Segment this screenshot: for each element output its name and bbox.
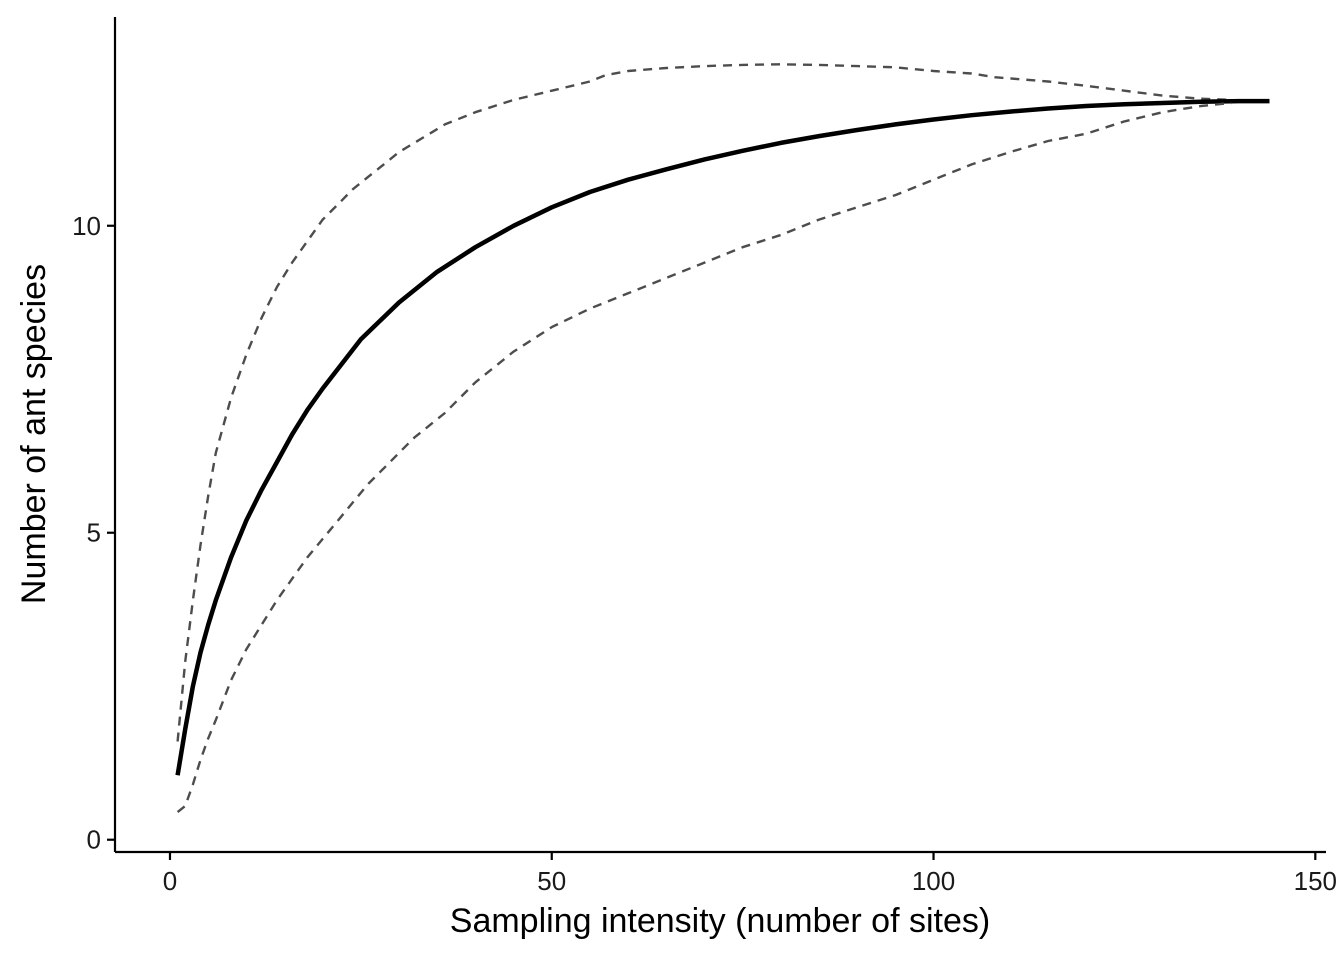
axes-layer: [113, 17, 1326, 854]
series-line-upper-bound: [176, 63, 1232, 742]
y-tick-label: 0: [87, 825, 101, 855]
x-axis-title: Sampling intensity (number of sites): [450, 902, 990, 940]
y-tick-label: 10: [72, 211, 101, 241]
x-tick-label: 150: [1294, 866, 1337, 896]
y-tick-label: 5: [87, 518, 101, 548]
x-tick-label: 50: [537, 866, 566, 896]
ticks-layer: 0 50 100 150 0 5 10: [72, 211, 1337, 896]
x-tick-label: 0: [163, 866, 177, 896]
series-line-lower-bound: [176, 101, 1232, 814]
series-line-mean: [175, 98, 1270, 776]
x-tick-label: 100: [912, 866, 955, 896]
y-axis-title: Number of ant species: [15, 264, 53, 604]
series-layer: [175, 63, 1270, 814]
